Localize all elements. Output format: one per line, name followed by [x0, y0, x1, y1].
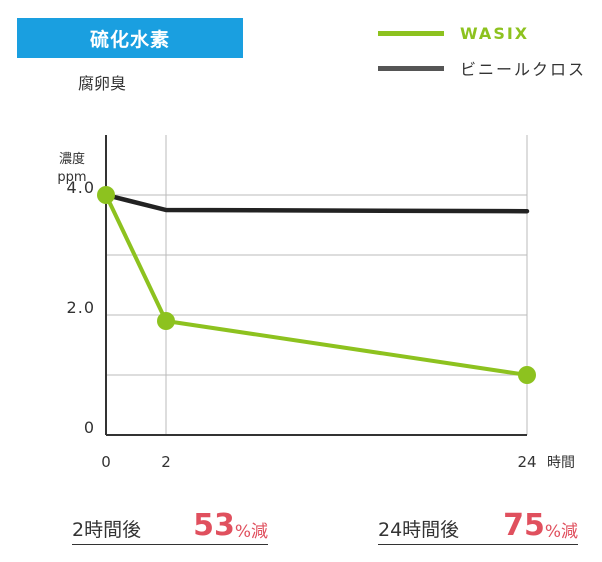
summary-24h-unit: %減	[544, 522, 578, 542]
chart-series	[97, 186, 536, 384]
legend-swatch-vinyl	[378, 65, 444, 71]
legend-item-wasix: WASIX	[378, 24, 529, 43]
legend-swatch-wasix	[378, 31, 444, 36]
x-tick-label: 2	[161, 453, 171, 471]
summary-24h: 24時間後 75 %減	[378, 500, 578, 545]
series-line-wasix	[104, 193, 529, 377]
chart-grid	[106, 135, 528, 435]
summary-2h-label: 2時間後	[72, 519, 142, 541]
chart-axes	[105, 135, 527, 436]
chart-title-badge: 硫化水素	[17, 18, 243, 58]
series-point-wasix	[97, 186, 115, 204]
x-axis-unit: 時間	[547, 455, 575, 471]
y-tick-label: 2.0	[67, 298, 95, 317]
summary-2h: 2時間後 53 %減	[72, 500, 268, 545]
summary-24h-value: 75	[503, 508, 545, 543]
series-point-wasix	[157, 312, 175, 330]
y-tick-label: 0	[84, 418, 95, 437]
legend-label-vinyl: ビニールクロス	[460, 60, 587, 79]
summary-2h-unit: %減	[234, 522, 268, 542]
y-tick-label: 4.0	[67, 178, 95, 197]
x-tick-label: 0	[101, 453, 111, 471]
legend-label-wasix: WASIX	[460, 24, 530, 43]
chart-title: 硫化水素	[89, 28, 170, 51]
y-axis-unit: ppm	[57, 170, 86, 185]
legend-item-vinyl: ビニールクロス	[378, 56, 586, 80]
summary-2h-value: 53	[193, 508, 235, 543]
x-tick-label: 24	[517, 453, 536, 471]
summary-24h-label: 24時間後	[378, 519, 460, 541]
series-point-wasix	[518, 366, 536, 384]
series-line-vinyl	[103, 192, 530, 214]
y-axis-label: 濃度	[59, 151, 85, 167]
chart-subtitle: 腐卵臭	[78, 74, 127, 93]
